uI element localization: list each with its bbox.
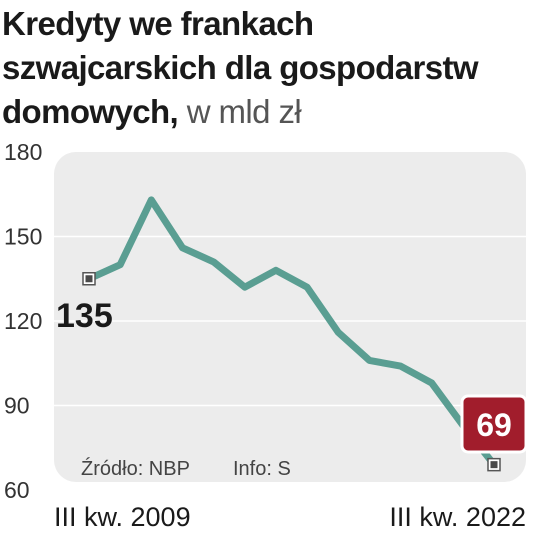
source-note: Źródło: NBP <box>81 457 190 480</box>
y-tick-label: 150 <box>4 224 42 250</box>
data-label-first: 135 <box>56 297 113 335</box>
y-tick-label: 180 <box>4 139 42 165</box>
y-tick-label: 60 <box>4 477 30 503</box>
title-main: Kredyty we frankach szwajcarskich dla go… <box>2 5 479 130</box>
data-label-last-badge <box>460 394 528 454</box>
series-line <box>85 196 498 469</box>
info-note: Info: S <box>233 458 291 480</box>
title-unit: w mld zł <box>186 93 302 130</box>
plot-panel <box>54 152 526 482</box>
y-tick-label: 90 <box>4 393 30 419</box>
endpoint-marker-inner <box>490 461 498 469</box>
data-label-last: 69 <box>476 407 512 443</box>
chart-title: Kredyty we frankach szwajcarskich dla go… <box>2 2 532 134</box>
x-tick-label: III kw. 2022 <box>389 502 526 532</box>
x-tick-label: III kw. 2009 <box>54 502 191 532</box>
endpoint-marker-inner <box>85 275 93 283</box>
y-tick-label: 120 <box>4 308 42 334</box>
